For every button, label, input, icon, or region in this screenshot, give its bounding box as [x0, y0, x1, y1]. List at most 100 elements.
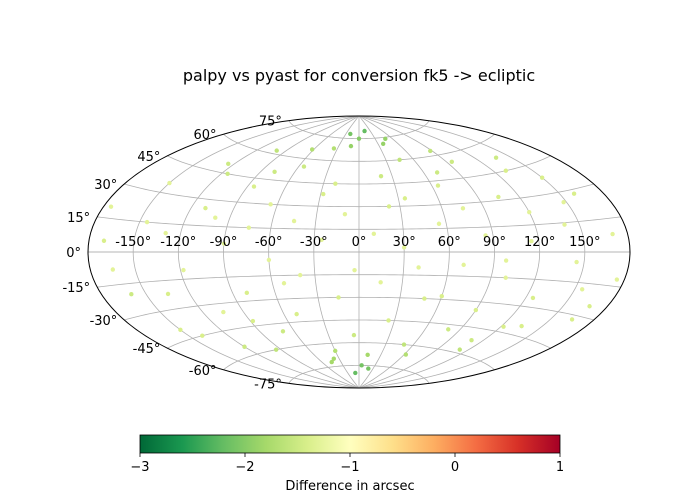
data-point: [200, 333, 205, 338]
lat-tick-label: 45°: [137, 150, 160, 165]
data-point: [422, 296, 427, 301]
data-point: [280, 329, 286, 334]
data-point: [221, 241, 227, 246]
colorbar-ticks: −3 −2 −1 0 1: [130, 453, 564, 475]
data-point: [297, 272, 303, 278]
parallel-line: [288, 364, 430, 384]
parallel-line: [223, 342, 495, 371]
data-point: [428, 148, 433, 154]
lon-tick-label: -120°: [160, 235, 196, 250]
data-points: [101, 128, 620, 376]
data-point: [435, 183, 441, 188]
data-point: [562, 222, 567, 227]
data-point: [436, 221, 442, 226]
data-point: [469, 338, 474, 343]
data-point: [356, 136, 362, 141]
data-point: [268, 202, 273, 207]
data-point: [569, 317, 575, 322]
data-point: [272, 169, 277, 174]
lat-tick-label: -30°: [90, 314, 118, 329]
data-point: [378, 280, 383, 285]
lon-tick-label: 120°: [524, 235, 555, 250]
data-point: [336, 295, 341, 300]
lon-tick-label: 60°: [438, 235, 461, 250]
data-point: [273, 347, 279, 352]
data-point: [383, 136, 388, 142]
data-point: [266, 257, 272, 263]
lon-tick-label: 30°: [393, 235, 416, 250]
data-point: [503, 168, 509, 173]
data-point: [226, 161, 231, 167]
parallel-line: [97, 274, 621, 288]
data-point: [351, 332, 357, 338]
data-point: [386, 204, 392, 209]
data-point: [331, 356, 336, 361]
data-point: [519, 323, 524, 329]
data-point: [329, 359, 334, 365]
data-point: [571, 191, 577, 196]
graticule: [88, 116, 630, 388]
data-point: [309, 147, 315, 152]
data-point: [496, 194, 501, 200]
lat-tick-label: -15°: [62, 281, 90, 296]
lat-tick-label: 75°: [259, 115, 282, 130]
data-point: [371, 231, 377, 237]
lon-tick-label: -150°: [115, 235, 151, 250]
data-point: [574, 259, 579, 265]
lat-tick-label: -60°: [189, 364, 217, 379]
data-point: [353, 370, 358, 376]
data-point: [251, 184, 257, 189]
parallel-line: [223, 133, 495, 162]
data-point: [331, 146, 337, 151]
data-point: [225, 171, 230, 177]
chart-title: palpy vs pyast for conversion fk5 -> ecl…: [183, 66, 535, 85]
colorbar-label: Difference in arcsec: [285, 479, 414, 494]
data-point: [402, 196, 408, 201]
data-point: [274, 148, 279, 153]
colorbar-tick-label: −2: [235, 460, 254, 475]
lat-tick-label: 30°: [94, 178, 117, 193]
data-point: [348, 131, 353, 137]
data-point: [614, 277, 620, 282]
data-point: [501, 324, 506, 329]
data-point: [359, 363, 364, 368]
data-point: [333, 181, 338, 186]
data-point: [530, 295, 536, 301]
data-point: [587, 304, 592, 309]
data-point: [365, 352, 370, 358]
data-point: [473, 307, 479, 313]
latitude-tick-labels: -75° -60° -45° -30° -15° 0° 15° 30° 45° 60° 75°: [62, 115, 281, 393]
data-point: [460, 206, 466, 211]
parallel-line: [167, 155, 551, 185]
colorbar-tick-label: 0: [451, 460, 459, 475]
data-point: [561, 199, 566, 205]
data-point: [167, 180, 172, 186]
lat-tick-label: 0°: [66, 246, 81, 261]
lon-tick-label: 90°: [483, 235, 506, 250]
lat-tick-label: -45°: [133, 342, 161, 357]
data-point: [319, 237, 324, 243]
data-point: [397, 157, 402, 162]
data-point: [529, 239, 534, 244]
data-point: [483, 233, 488, 238]
lat-tick-label: -75°: [254, 377, 282, 392]
parallel-line: [167, 319, 551, 349]
colorbar-gradient: [139, 434, 561, 454]
data-point: [291, 218, 297, 224]
data-point: [401, 245, 407, 250]
parallel-line: [97, 216, 621, 230]
data-point: [165, 291, 171, 297]
data-point: [294, 311, 299, 317]
aitoff-map: -150° -120° -90° -60° -30° 0° 30° 60° 90° 120° 150…: [62, 115, 631, 393]
data-point: [101, 238, 107, 243]
data-point: [539, 175, 545, 180]
data-point: [242, 344, 247, 349]
data-point: [301, 164, 307, 169]
colorbar: −3 −2 −1 0 1 Difference in arcsec: [130, 434, 564, 494]
data-point: [461, 262, 466, 268]
data-point: [434, 170, 440, 175]
lon-tick-label: 0°: [352, 235, 367, 250]
data-point: [246, 225, 252, 230]
lon-tick-label: 150°: [569, 235, 600, 250]
